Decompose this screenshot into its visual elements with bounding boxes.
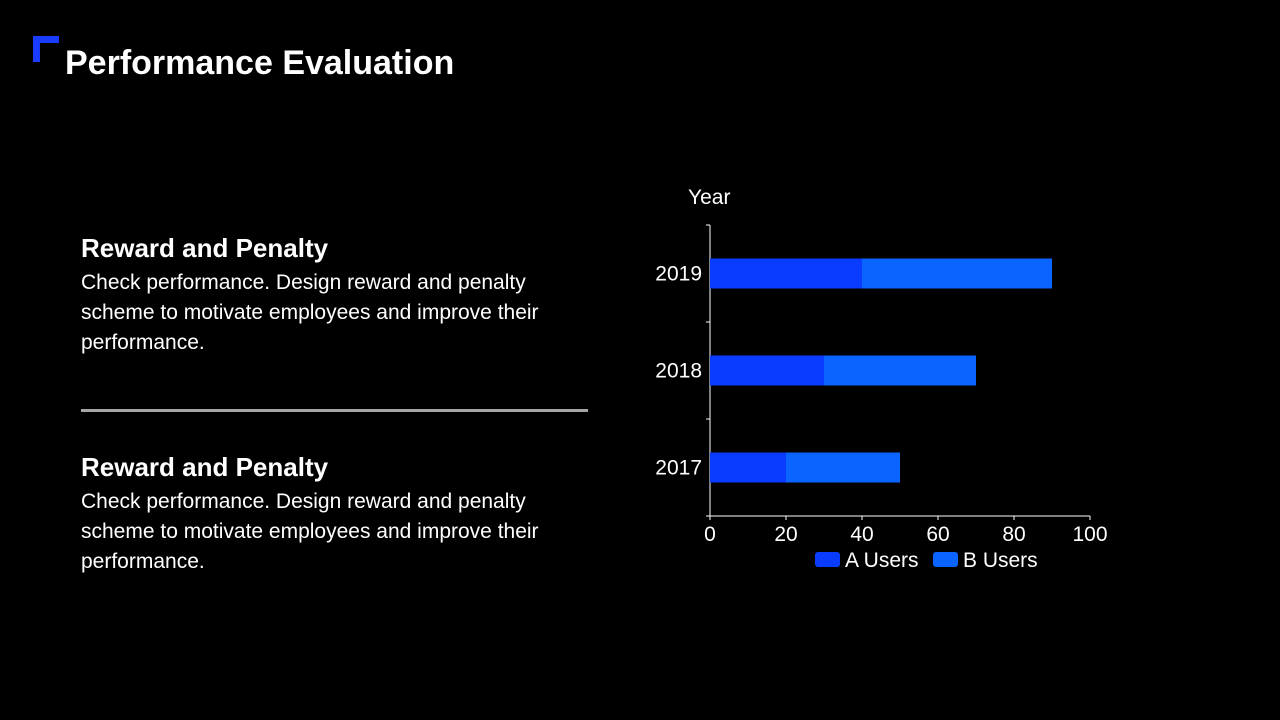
y-tick-label: 2017 — [655, 457, 702, 480]
x-tick-label: 40 — [850, 523, 873, 546]
section-divider — [81, 409, 588, 412]
y-axis-title: Year — [688, 186, 730, 209]
page-title: Performance Evaluation — [65, 44, 455, 82]
section-heading: Reward and Penalty — [81, 452, 329, 482]
bar-a-users-2018 — [710, 355, 824, 386]
section-reward-penalty-1: Reward and Penalty Check performance. De… — [81, 232, 581, 358]
section-heading: Reward and Penalty — [81, 233, 329, 263]
legend-swatch — [933, 552, 958, 567]
bar-b-users-2018 — [824, 355, 976, 386]
bar-b-users-2019 — [862, 258, 1052, 289]
legend-swatch — [815, 552, 840, 567]
stacked-bar-chart: 0 20 40 60 80 100 Year 2017 2018 2019 A Users B Use… — [655, 186, 1107, 572]
bar-a-users-2017 — [710, 452, 786, 483]
x-tick-label: 60 — [926, 523, 949, 546]
bar-b-users-2017 — [786, 452, 900, 483]
section-body: Check performance. Design reward and pen… — [81, 271, 539, 354]
x-tick-label: 20 — [774, 523, 797, 546]
bar-a-users-2019 — [710, 258, 862, 289]
legend-label: A Users — [845, 549, 919, 572]
x-tick-label: 80 — [1002, 523, 1025, 546]
x-tick-label: 100 — [1072, 523, 1107, 546]
section-body: Check performance. Design reward and pen… — [81, 490, 539, 573]
section-reward-penalty-2: Reward and Penalty Check performance. De… — [81, 451, 581, 577]
x-tick-label: 0 — [704, 523, 716, 546]
corner-accent-icon — [33, 36, 59, 62]
legend-label: B Users — [963, 549, 1038, 572]
y-tick-label: 2018 — [655, 360, 702, 383]
y-tick-label: 2019 — [655, 263, 702, 286]
